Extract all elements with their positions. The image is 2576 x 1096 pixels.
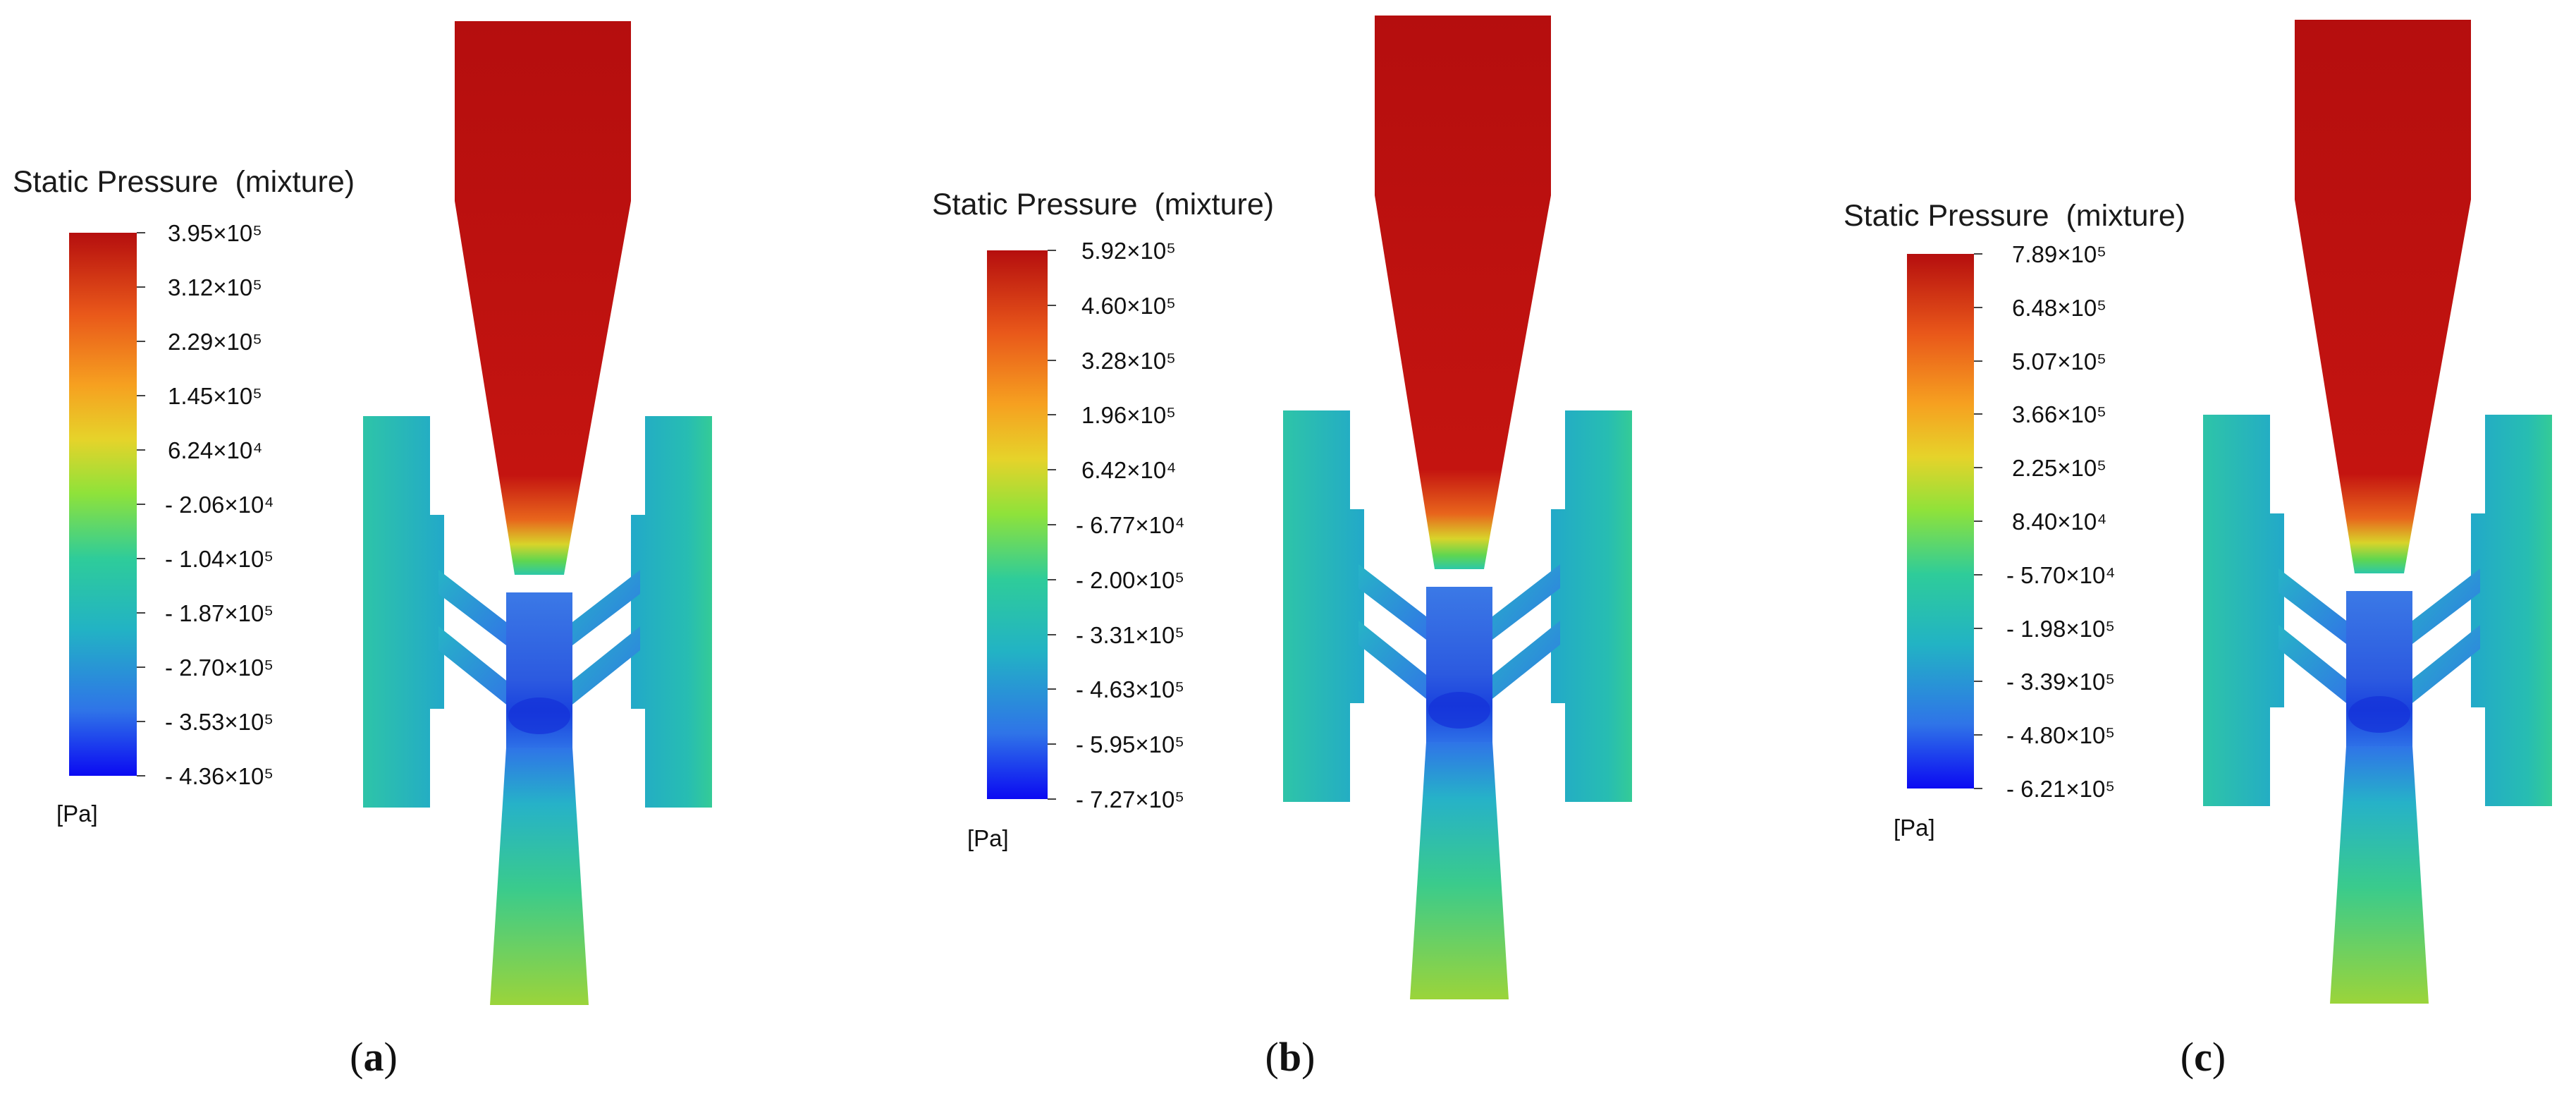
- tick-label: - 3.39×10⁵: [2006, 669, 2115, 695]
- tick-label: 6.24×10⁴: [168, 437, 262, 463]
- unit-label-c: [Pa]: [1894, 815, 1935, 841]
- colorbar-c: [1907, 254, 1974, 788]
- tick-label: - 2.00×10⁵: [1076, 567, 1184, 593]
- tick-label: 6.48×10⁵: [2012, 295, 2106, 321]
- tick-label: - 2.06×10⁴: [165, 492, 274, 518]
- tick-label: 1.96×10⁵: [1081, 402, 1176, 428]
- tick-label: - 4.36×10⁵: [165, 763, 274, 789]
- tick-label: - 1.87×10⁵: [165, 600, 274, 626]
- tick-label: 3.12×10⁵: [168, 274, 262, 300]
- legend-title-b: Static Pressure (mixture): [932, 188, 1274, 221]
- colorbar-ticks-a: [137, 232, 145, 777]
- ejector-contour-a: [363, 21, 712, 1005]
- tick-label: - 1.98×10⁵: [2006, 616, 2115, 642]
- caption-a: (a): [350, 1034, 398, 1080]
- tick-label: - 7.27×10⁵: [1076, 786, 1184, 812]
- tick-label: - 3.53×10⁵: [165, 709, 274, 735]
- tick-labels-c: 7.89×10⁵ 6.48×10⁵ 5.07×10⁵ 3.66×10⁵ 2.25…: [2006, 241, 2116, 802]
- tick-labels-b: 5.92×10⁵ 4.60×10⁵ 3.28×10⁵ 1.96×10⁵ 6.42…: [1076, 238, 1185, 812]
- caption-b: (b): [1265, 1034, 1315, 1080]
- tick-label: - 2.70×10⁵: [165, 654, 274, 681]
- legend-title-a: Static Pressure (mixture): [13, 165, 355, 199]
- tick-label: - 5.95×10⁵: [1076, 731, 1184, 757]
- colorbar-b: [987, 250, 1048, 799]
- ejector-contour-c: [2203, 20, 2552, 1004]
- unit-label-a: [Pa]: [56, 800, 98, 827]
- tick-label: 3.28×10⁵: [1081, 348, 1176, 374]
- tick-label: 7.89×10⁵: [2012, 241, 2106, 267]
- colorbar-a: [69, 233, 137, 776]
- legend-title-c: Static Pressure (mixture): [1844, 199, 2185, 233]
- tick-label: 1.45×10⁵: [168, 383, 262, 409]
- tick-label: - 4.80×10⁵: [2006, 722, 2115, 748]
- panel-a: Static Pressure (mixture) 3.95×10⁵ 3.12×…: [13, 21, 712, 1080]
- tick-label: 2.25×10⁵: [2012, 455, 2106, 481]
- tick-label: - 5.70×10⁴: [2006, 562, 2116, 588]
- tick-label: - 4.63×10⁵: [1076, 676, 1184, 702]
- tick-label: - 6.77×10⁴: [1076, 512, 1185, 538]
- colorbar-ticks-b: [1048, 250, 1056, 800]
- unit-label-b: [Pa]: [967, 825, 1009, 851]
- caption-c: (c): [2181, 1034, 2226, 1080]
- colorbar-ticks-c: [1974, 253, 1982, 789]
- tick-label: 5.07×10⁵: [2012, 348, 2106, 375]
- tick-label: 5.92×10⁵: [1081, 238, 1176, 264]
- tick-label: 6.42×10⁴: [1081, 457, 1176, 483]
- tick-label: 4.60×10⁵: [1081, 293, 1176, 319]
- tick-label: 3.66×10⁵: [2012, 401, 2106, 427]
- panel-b: Static Pressure (mixture) 5.92×10⁵ 4.60×…: [932, 16, 1632, 1080]
- tick-label: - 1.04×10⁵: [165, 546, 274, 572]
- tick-labels-a: 3.95×10⁵ 3.12×10⁵ 2.29×10⁵ 1.45×10⁵ 6.24…: [165, 220, 274, 789]
- panel-c: Static Pressure (mixture) 7.89×10⁵ 6.48×…: [1844, 20, 2552, 1080]
- tick-label: 8.40×10⁴: [2012, 509, 2106, 535]
- tick-label: 2.29×10⁵: [168, 329, 262, 355]
- ejector-contour-b: [1283, 16, 1632, 999]
- tick-label: 3.95×10⁵: [168, 220, 262, 246]
- tick-label: - 6.21×10⁵: [2006, 776, 2115, 802]
- tick-label: - 3.31×10⁵: [1076, 622, 1184, 648]
